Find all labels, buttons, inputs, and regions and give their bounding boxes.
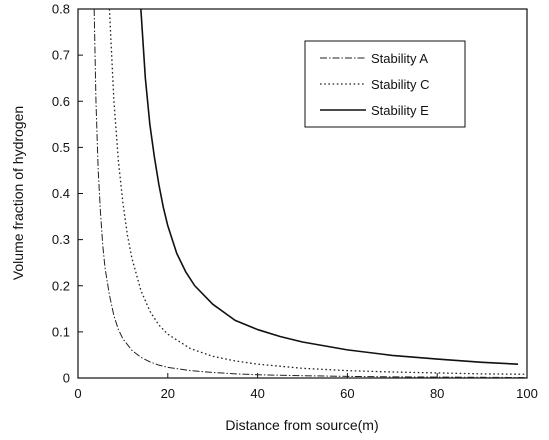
y-axis-label: Volume fraction of hydrogen <box>10 106 26 280</box>
y-tick-label: 0.3 <box>52 232 70 247</box>
legend-label-stability-c: Stability C <box>371 77 430 92</box>
legend-label-stability-a: Stability A <box>371 51 428 66</box>
y-tick-label: 0 <box>63 371 70 386</box>
legend: Stability A Stability C Stability E <box>304 40 466 128</box>
x-axis-label: Distance from source(m) <box>225 417 378 433</box>
x-tick-label: 80 <box>430 386 444 401</box>
x-tick-label: 60 <box>340 386 354 401</box>
y-tick-label: 0.5 <box>52 140 70 155</box>
legend-box <box>304 40 466 128</box>
x-tick-label: 100 <box>516 386 538 401</box>
legend-label-stability-e: Stability E <box>371 103 429 118</box>
y-tick-label: 0.7 <box>52 48 70 63</box>
x-tick-label: 20 <box>161 386 175 401</box>
y-tick-label: 0.1 <box>52 324 70 339</box>
x-tick-label: 40 <box>250 386 264 401</box>
series-line-stability-e <box>140 8 519 365</box>
y-tick-label: 0.8 <box>52 2 70 17</box>
data-series <box>93 8 528 379</box>
series-line-stability-c <box>108 8 528 375</box>
y-tick-label: 0.6 <box>52 94 70 109</box>
series-line-stability-a <box>93 8 528 379</box>
y-tick-label: 0.4 <box>52 186 70 201</box>
x-tick-label: 0 <box>74 386 81 401</box>
axis-ticks: 0 20 40 60 80 100 0 0.1 0.2 0.3 0.4 0.5 0.6 0.7 0.8 <box>52 2 538 402</box>
y-tick-label: 0.2 <box>52 278 70 293</box>
